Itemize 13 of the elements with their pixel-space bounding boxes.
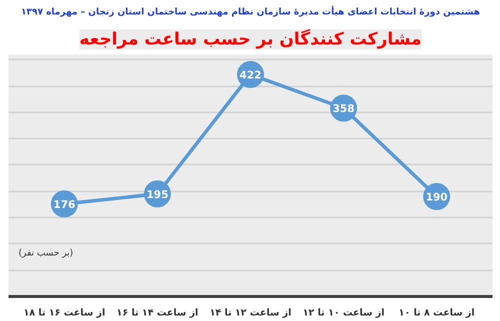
chart-title: مشارکت کنندگان بر حسب ساعت مراجعه: [79, 28, 422, 50]
x-tick-label: از ساعت ۸ تا ۱۰: [398, 308, 475, 318]
annotation: (بر حسب نفر): [18, 248, 74, 258]
data-label: 195: [146, 188, 168, 201]
chart-subtitle: هشتمین دورهٔ انتخابات اعضای هیأت مدیرهٔ سازمان نظام مهندسی ساختمان استان زنجان – مهرماه ۱۳۹۷: [20, 6, 480, 18]
data-label: 176: [53, 198, 76, 211]
data-label: 422: [240, 69, 262, 82]
x-tick-label: از ساعت ۱۶ تا ۱۸: [23, 308, 106, 318]
data-label: 190: [426, 192, 448, 204]
x-tick-label: از ساعت ۱۲ تا ۱۴: [210, 308, 292, 318]
data-label: 358: [332, 103, 355, 116]
x-tick-label: از ساعت ۱۴ تا ۱۶: [116, 308, 198, 318]
x-tick-label: از ساعت ۱۰ تا ۱۲: [302, 308, 384, 318]
